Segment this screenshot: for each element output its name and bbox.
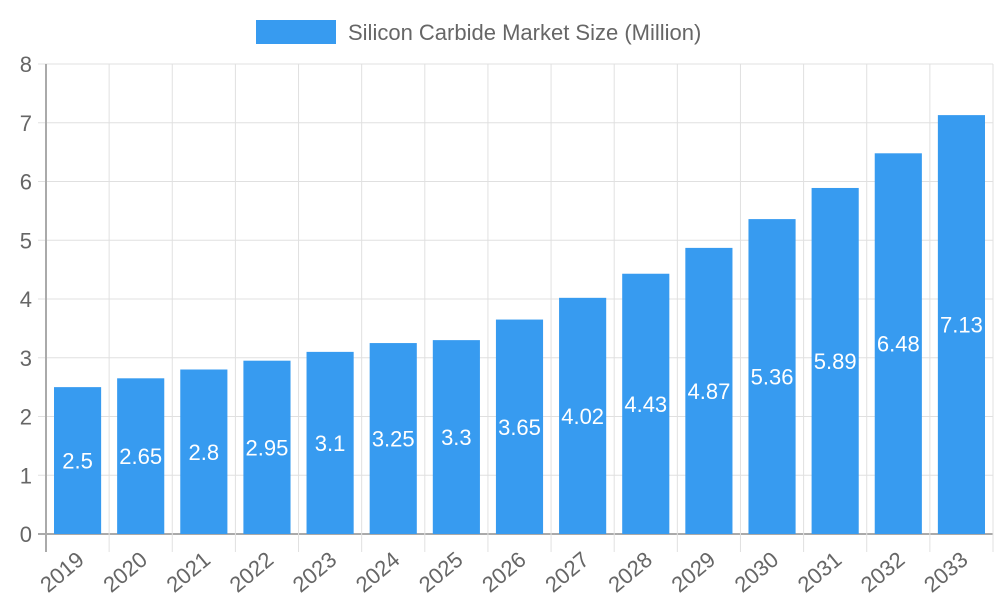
data-label: 5.89	[814, 349, 857, 374]
data-label: 4.43	[624, 392, 667, 417]
y-tick-label: 1	[20, 463, 32, 488]
x-tick-label: 2021	[161, 547, 215, 598]
x-tick-label: 2033	[919, 547, 973, 598]
bar-2020	[117, 378, 165, 534]
bar-2032	[874, 153, 922, 535]
y-tick-label: 3	[20, 346, 32, 371]
y-tick-label: 0	[20, 522, 32, 547]
y-tick-label: 8	[20, 52, 32, 77]
y-tick-label: 5	[20, 228, 32, 253]
data-label: 7.13	[940, 313, 983, 338]
data-label: 4.87	[687, 379, 730, 404]
data-label: 5.36	[751, 365, 794, 390]
x-tick-label: 2024	[351, 547, 405, 598]
data-label: 6.48	[877, 332, 920, 357]
bar-2023	[306, 351, 354, 534]
x-tick-label: 2019	[35, 547, 89, 598]
x-tick-label: 2026	[477, 547, 531, 598]
bar-2022	[243, 360, 291, 534]
data-label: 3.25	[372, 427, 415, 452]
legend[interactable]: Silicon Carbide Market Size (Million)	[256, 20, 701, 45]
x-tick-label: 2022	[225, 547, 279, 598]
y-tick-label: 7	[20, 111, 32, 136]
bar-2024	[369, 343, 417, 534]
x-tick-label: 2032	[856, 547, 910, 598]
bar-2030	[748, 219, 796, 534]
x-tick-label: 2029	[667, 547, 721, 598]
data-label: 2.65	[119, 444, 162, 469]
bar-2027	[559, 297, 607, 534]
data-label: 3.3	[441, 425, 472, 450]
bar-2029	[685, 247, 733, 534]
legend-swatch	[256, 20, 336, 44]
x-tick-label: 2031	[793, 547, 847, 598]
x-tick-label: 2020	[98, 547, 152, 598]
bar-2025	[432, 340, 480, 534]
data-label: 2.5	[62, 449, 93, 474]
x-tick-label: 2023	[288, 547, 342, 598]
bar-2028	[622, 273, 670, 534]
data-label: 4.02	[561, 404, 604, 429]
data-label: 3.1	[315, 431, 346, 456]
data-label: 3.65	[498, 415, 541, 440]
bar-2026	[495, 319, 544, 534]
bar-2031	[811, 187, 859, 534]
x-tick-label: 2025	[414, 547, 468, 598]
x-tick-label: 2030	[730, 547, 784, 598]
bar-2033	[937, 115, 985, 535]
y-tick-label: 2	[20, 405, 32, 430]
legend-label: Silicon Carbide Market Size (Million)	[348, 20, 701, 45]
data-label: 2.8	[189, 440, 220, 465]
bar-2021	[180, 369, 228, 534]
y-tick-label: 4	[20, 287, 32, 312]
data-label: 2.95	[246, 435, 289, 460]
bar-2019	[54, 387, 102, 534]
x-tick-label: 2027	[540, 547, 594, 598]
y-tick-label: 6	[20, 170, 32, 195]
x-tick-label: 2028	[603, 547, 657, 598]
